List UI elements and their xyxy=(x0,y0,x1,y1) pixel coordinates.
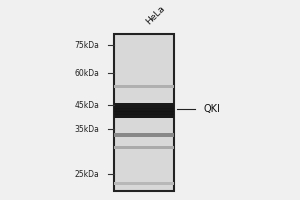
Bar xyxy=(114,85,174,88)
Bar xyxy=(114,104,174,105)
Bar xyxy=(114,113,174,114)
Bar xyxy=(114,103,174,104)
Bar xyxy=(114,105,174,106)
Text: 60kDa: 60kDa xyxy=(75,69,100,78)
Bar xyxy=(114,108,174,109)
Bar xyxy=(114,110,174,111)
Bar xyxy=(114,103,174,118)
Text: QKI: QKI xyxy=(203,104,220,114)
Bar xyxy=(114,34,174,191)
Text: 35kDa: 35kDa xyxy=(75,125,100,134)
Bar xyxy=(114,117,174,118)
Bar xyxy=(114,146,174,149)
Bar xyxy=(114,111,174,112)
Bar xyxy=(114,117,174,118)
Bar xyxy=(114,115,174,116)
Bar xyxy=(114,182,174,185)
Bar xyxy=(114,114,174,115)
Text: 45kDa: 45kDa xyxy=(75,101,100,110)
Bar xyxy=(114,109,174,110)
Bar xyxy=(114,111,174,112)
Bar xyxy=(114,133,174,137)
Text: HeLa: HeLa xyxy=(144,4,167,27)
Bar xyxy=(114,107,174,108)
Text: 25kDa: 25kDa xyxy=(75,170,100,179)
Bar xyxy=(114,116,174,117)
Text: 75kDa: 75kDa xyxy=(75,41,100,50)
Bar xyxy=(114,105,174,106)
Bar xyxy=(114,108,174,109)
Bar xyxy=(114,112,174,113)
Bar xyxy=(114,106,174,107)
Bar xyxy=(114,114,174,115)
